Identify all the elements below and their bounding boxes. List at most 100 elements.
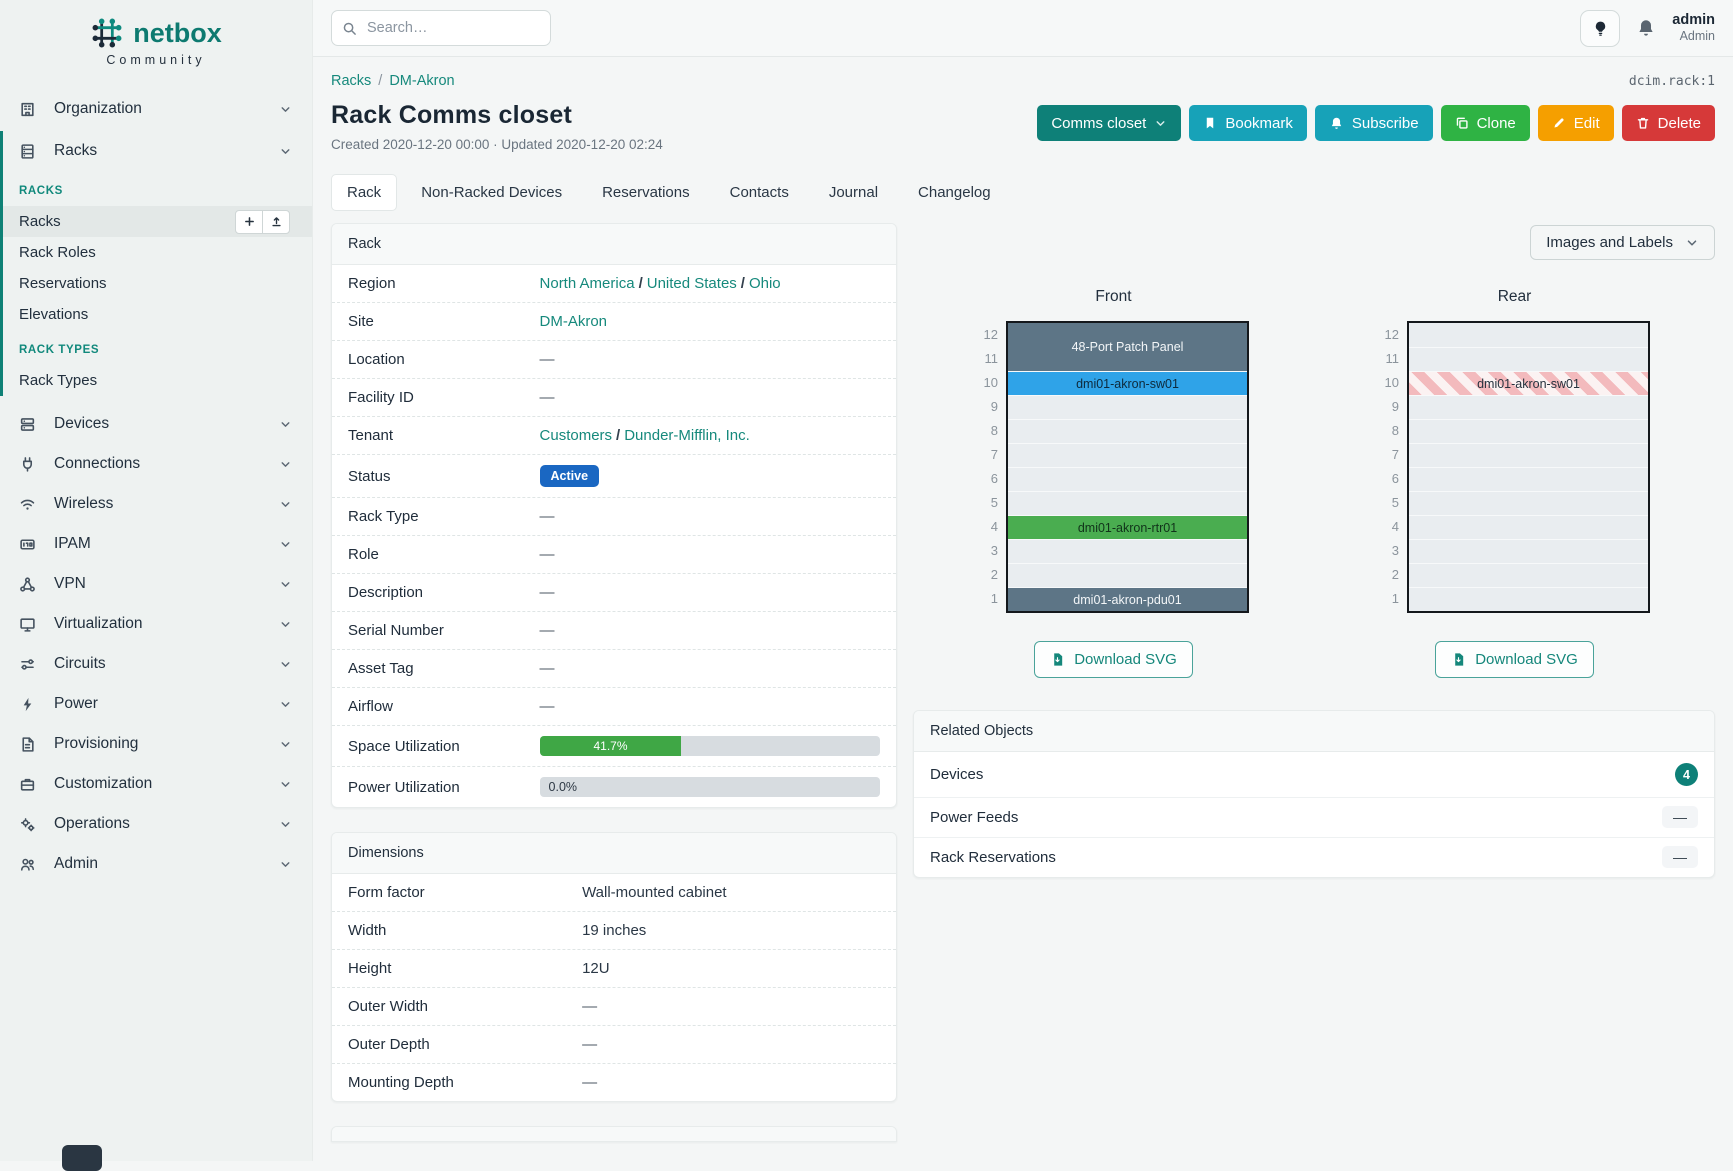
netbox-logo[interactable]: netbox [0,16,312,50]
link-customers[interactable]: Customers [539,427,613,444]
sidebar-item-connections[interactable]: Connections [0,444,312,484]
sidebar-section-title-rack-types: RACK TYPES [19,344,100,356]
sidebar-item-rack-types[interactable]: Rack Types [3,365,312,396]
attr-text: Wall-mounted cabinet [582,884,727,901]
front-elevation: Front 12 11 10 9 8 7 6 5 4 3 2 1 48-Port Patch Pane… [978,288,1249,678]
clone-button[interactable]: Clone [1440,105,1530,141]
sidebar-item-provisioning[interactable]: Provisioning [0,724,312,764]
sidebar-section-title-racks: RACKS [19,185,63,197]
attr-label: Site [348,313,374,330]
sidebar-item-operations[interactable]: Operations [0,804,312,844]
link-dunder-mifflin-inc[interactable]: Dunder-Mifflin, Inc. [624,427,750,444]
attr-value: DM-Akron [540,313,880,330]
sidebar-item-label: Devices [54,415,110,432]
sidebar-item-wireless[interactable]: Wireless [0,484,312,524]
sidebar-item-organization[interactable]: Organization [0,89,312,129]
rack-panel: Rack Region North America / United States / O… [331,223,897,808]
tab-non-racked-devices[interactable]: Non-Racked Devices [421,184,563,201]
rack-unit-empty [1409,563,1648,587]
search-input[interactable] [365,19,540,37]
link-ohio[interactable]: Ohio [748,275,781,292]
notifications-bell-icon[interactable] [1636,18,1656,38]
attr-label: Form factor [348,884,425,901]
unit-number: 4 [990,519,998,534]
edit-button[interactable]: Edit [1537,105,1614,141]
upload-button[interactable] [262,209,290,234]
attr-text: 12U [582,960,610,977]
sidebar-item-rack-roles[interactable]: Rack Roles [3,237,312,268]
rack-selector-dropdown[interactable]: Comms closet [1037,105,1182,141]
sidebar-item-ipam[interactable]: IPAM [0,524,312,564]
attr-row-serial-number: Serial Number — [332,612,896,650]
unit-number: 2 [990,567,998,582]
link-north-america[interactable]: North America [539,275,635,292]
plus-button[interactable] [235,209,263,234]
network-icon [19,576,39,593]
pencil-icon [1552,116,1566,130]
attr-row-role: Role — [332,536,896,574]
user-menu[interactable]: admin Admin [1672,12,1715,44]
rear-download-svg-button[interactable]: Download SVG [1435,641,1594,678]
breadcrumb-link-dm-akron[interactable]: DM-Akron [389,73,455,89]
sidebar-item-admin[interactable]: Admin [0,844,312,884]
attr-value: — [582,998,880,1015]
theme-toggle-button[interactable] [1580,9,1621,47]
sidebar-item-reservations[interactable]: Reservations [3,268,312,299]
attr-label: Role [348,546,379,563]
rear-rack-diagram: dmi01-akron-sw01 [1407,321,1650,613]
related-row-label[interactable]: Rack Reservations [930,849,1056,866]
attr-row-location: Location — [332,341,896,379]
rear-title: Rear [1497,288,1532,305]
rack-unit-dmi01-akron-pdu01[interactable]: dmi01-akron-pdu01 [1008,587,1247,611]
tab-reservations[interactable]: Reservations [602,184,690,201]
tab-journal[interactable]: Journal [828,184,879,201]
rear-rack-wrap: 12 11 10 9 8 7 6 5 4 3 2 1 dmi01-akron-sw01 [1379,321,1650,613]
related-row-label[interactable]: Devices [930,766,984,783]
sidebar-item-racks[interactable]: Racks [3,131,312,171]
button-label: Bookmark [1225,114,1293,132]
tab-contacts[interactable]: Contacts [729,184,789,201]
attr-value: — [582,1074,880,1091]
sidebar-item-vpn[interactable]: VPN [0,564,312,604]
sidebar-item-circuits[interactable]: Circuits [0,644,312,684]
sidebar-item-racks[interactable]: Racks [3,206,312,237]
sidebar-item-label: Rack Types [19,372,98,389]
sidebar-item-label: IPAM [54,535,91,552]
tab-changelog[interactable]: Changelog [918,184,991,201]
sidebar-item-devices[interactable]: Devices [0,404,312,444]
front-download-svg-button[interactable]: Download SVG [1034,641,1193,678]
chevron-down-icon [1685,236,1699,250]
attr-text: — [539,622,555,639]
chevron-down-icon [279,658,292,671]
link-united-states[interactable]: United States [646,275,737,292]
subscribe-button[interactable]: Subscribe [1314,105,1433,141]
sidebar-item-virtualization[interactable]: Virtualization [0,604,312,644]
related-row-label[interactable]: Power Feeds [930,809,1019,826]
sidebar-item-power[interactable]: Power [0,684,312,724]
attr-value: 0.0% [539,777,880,797]
racks-menu-group: Racks RACKS Racks Rack Roles Reservations Ele… [0,131,312,396]
link-dm-akron[interactable]: DM-Akron [539,313,608,330]
building-icon [19,101,39,118]
sidebar-item-customization[interactable]: Customization [0,764,312,804]
chevron-down-icon [279,458,292,471]
breadcrumb-link-racks[interactable]: Racks [331,73,372,89]
rack-unit-48-port-patch-panel[interactable]: 48-Port Patch Panel [1008,323,1247,371]
attr-label: Power Utilization [348,778,460,796]
attr-row-form-factor: Form factor Wall-mounted cabinet [332,874,896,912]
attr-text: — [539,351,555,368]
images-and-labels-dropdown[interactable]: Images and Labels [1530,225,1715,260]
rack-unit-dmi01-akron-sw01[interactable]: dmi01-akron-sw01 [1008,371,1247,395]
chevron-down-icon [279,738,292,751]
sidebar-item-elevations[interactable]: Elevations [3,299,312,330]
chevron-down-icon [279,698,292,711]
tab-rack[interactable]: Rack [331,174,398,211]
rack-unit-dmi01-akron-rtr01[interactable]: dmi01-akron-rtr01 [1008,515,1247,539]
search-box[interactable] [331,10,551,46]
delete-button[interactable]: Delete [1621,105,1715,141]
ipam-icon [19,536,39,553]
rack-unit-dmi01-akron-sw01[interactable]: dmi01-akron-sw01 [1409,371,1648,395]
bookmark-button[interactable]: Bookmark [1189,105,1307,141]
rack-unit-empty [1409,395,1648,419]
